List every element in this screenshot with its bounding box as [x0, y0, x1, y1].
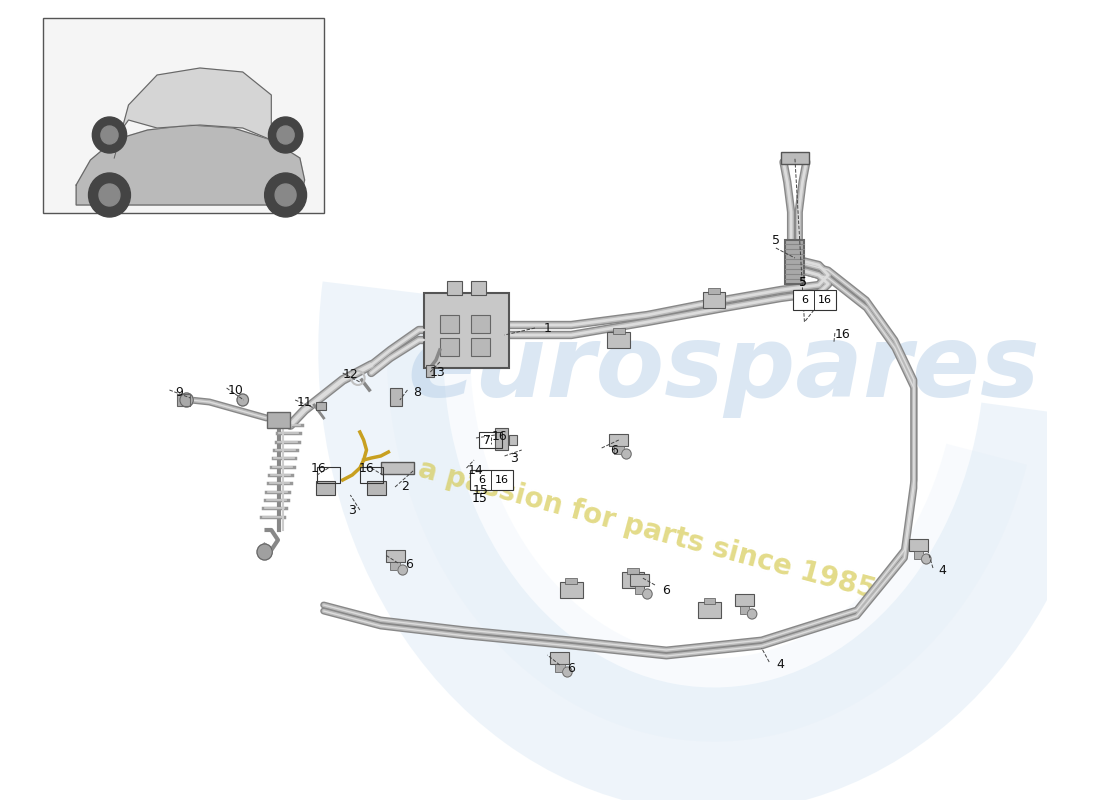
Circle shape: [92, 117, 126, 153]
Text: 8: 8: [412, 386, 421, 398]
Circle shape: [268, 117, 302, 153]
Bar: [697, 602, 720, 618]
Text: 6: 6: [568, 662, 575, 674]
Circle shape: [642, 589, 652, 599]
Bar: [565, 578, 576, 584]
Text: 6: 6: [801, 295, 807, 305]
Text: a passion for parts since 1985: a passion for parts since 1985: [416, 455, 879, 605]
Bar: [266, 412, 290, 428]
Circle shape: [747, 609, 757, 619]
Bar: [785, 240, 804, 284]
Bar: [381, 462, 414, 474]
Text: 6: 6: [406, 558, 414, 571]
Bar: [390, 562, 399, 570]
Circle shape: [621, 449, 631, 459]
Text: 15: 15: [473, 483, 488, 497]
Bar: [360, 467, 383, 483]
Circle shape: [275, 184, 296, 206]
Bar: [793, 290, 836, 310]
Bar: [556, 664, 564, 672]
Bar: [386, 550, 405, 562]
Bar: [43, 18, 323, 213]
Bar: [471, 338, 491, 356]
Text: 16: 16: [817, 295, 832, 305]
Circle shape: [180, 393, 194, 407]
Text: 6: 6: [478, 475, 485, 485]
Circle shape: [922, 554, 931, 564]
Circle shape: [277, 126, 294, 144]
Text: 10: 10: [228, 383, 244, 397]
Circle shape: [101, 126, 118, 144]
Text: eurospares: eurospares: [407, 322, 1040, 418]
Text: 5: 5: [772, 234, 780, 246]
Circle shape: [257, 544, 273, 560]
Text: 16: 16: [492, 430, 508, 443]
Bar: [739, 606, 749, 614]
Bar: [560, 582, 583, 598]
Bar: [627, 568, 639, 574]
Bar: [735, 594, 754, 606]
Text: 15: 15: [472, 491, 487, 505]
Text: 4: 4: [938, 563, 946, 577]
Bar: [390, 388, 402, 406]
Text: 1: 1: [543, 322, 551, 334]
Circle shape: [562, 667, 572, 677]
Text: 3: 3: [349, 503, 356, 517]
Polygon shape: [76, 125, 305, 205]
Bar: [614, 446, 624, 454]
Bar: [471, 281, 485, 295]
Bar: [509, 435, 517, 445]
Bar: [471, 315, 491, 333]
Bar: [495, 428, 508, 450]
Bar: [316, 402, 326, 410]
Circle shape: [88, 173, 131, 217]
Text: 11: 11: [297, 395, 312, 409]
Bar: [607, 332, 630, 348]
Text: 16: 16: [835, 329, 850, 342]
Text: 6: 6: [662, 583, 670, 597]
Bar: [317, 467, 340, 483]
Bar: [630, 574, 649, 586]
Bar: [424, 293, 509, 368]
Bar: [316, 481, 336, 495]
Bar: [621, 572, 645, 588]
Text: 16: 16: [359, 462, 374, 474]
Bar: [609, 434, 628, 446]
Text: 13: 13: [430, 366, 446, 378]
Text: 2: 2: [400, 481, 408, 494]
Bar: [781, 152, 810, 164]
Bar: [177, 394, 190, 406]
Text: 12: 12: [342, 369, 359, 382]
Text: 16: 16: [495, 475, 508, 485]
Bar: [440, 315, 459, 333]
Text: 7: 7: [483, 434, 492, 446]
Bar: [704, 598, 715, 604]
Text: 3: 3: [510, 451, 518, 465]
Text: 6: 6: [610, 443, 618, 457]
Bar: [366, 481, 386, 495]
Bar: [703, 292, 725, 308]
Bar: [914, 551, 923, 559]
Circle shape: [236, 394, 249, 406]
Bar: [478, 432, 502, 448]
Bar: [440, 338, 459, 356]
Bar: [550, 652, 570, 664]
Bar: [635, 586, 645, 594]
Text: 9: 9: [175, 386, 183, 398]
Polygon shape: [114, 68, 272, 158]
Circle shape: [99, 184, 120, 206]
Bar: [471, 470, 513, 490]
Text: 4: 4: [777, 658, 784, 671]
Bar: [708, 288, 719, 294]
Bar: [427, 365, 434, 377]
Circle shape: [398, 565, 407, 575]
Bar: [448, 281, 462, 295]
Text: 14: 14: [469, 463, 484, 477]
Circle shape: [265, 173, 307, 217]
Bar: [909, 539, 928, 551]
Text: 5: 5: [799, 275, 806, 289]
Text: 16: 16: [311, 462, 327, 474]
Bar: [613, 328, 625, 334]
